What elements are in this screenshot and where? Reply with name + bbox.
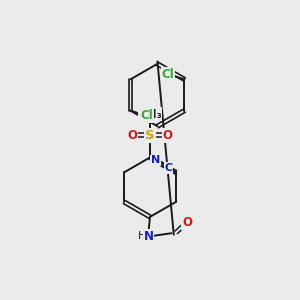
Text: N: N — [143, 230, 154, 243]
Text: Cl: Cl — [162, 68, 175, 81]
Text: O: O — [182, 216, 192, 229]
Text: S: S — [145, 129, 155, 142]
Text: Cl: Cl — [140, 110, 153, 122]
Text: CH₃: CH₃ — [138, 108, 162, 121]
Text: O: O — [127, 129, 137, 142]
Text: O: O — [163, 129, 173, 142]
Text: N: N — [151, 155, 160, 165]
Text: C: C — [164, 163, 172, 173]
Text: H: H — [138, 231, 146, 241]
